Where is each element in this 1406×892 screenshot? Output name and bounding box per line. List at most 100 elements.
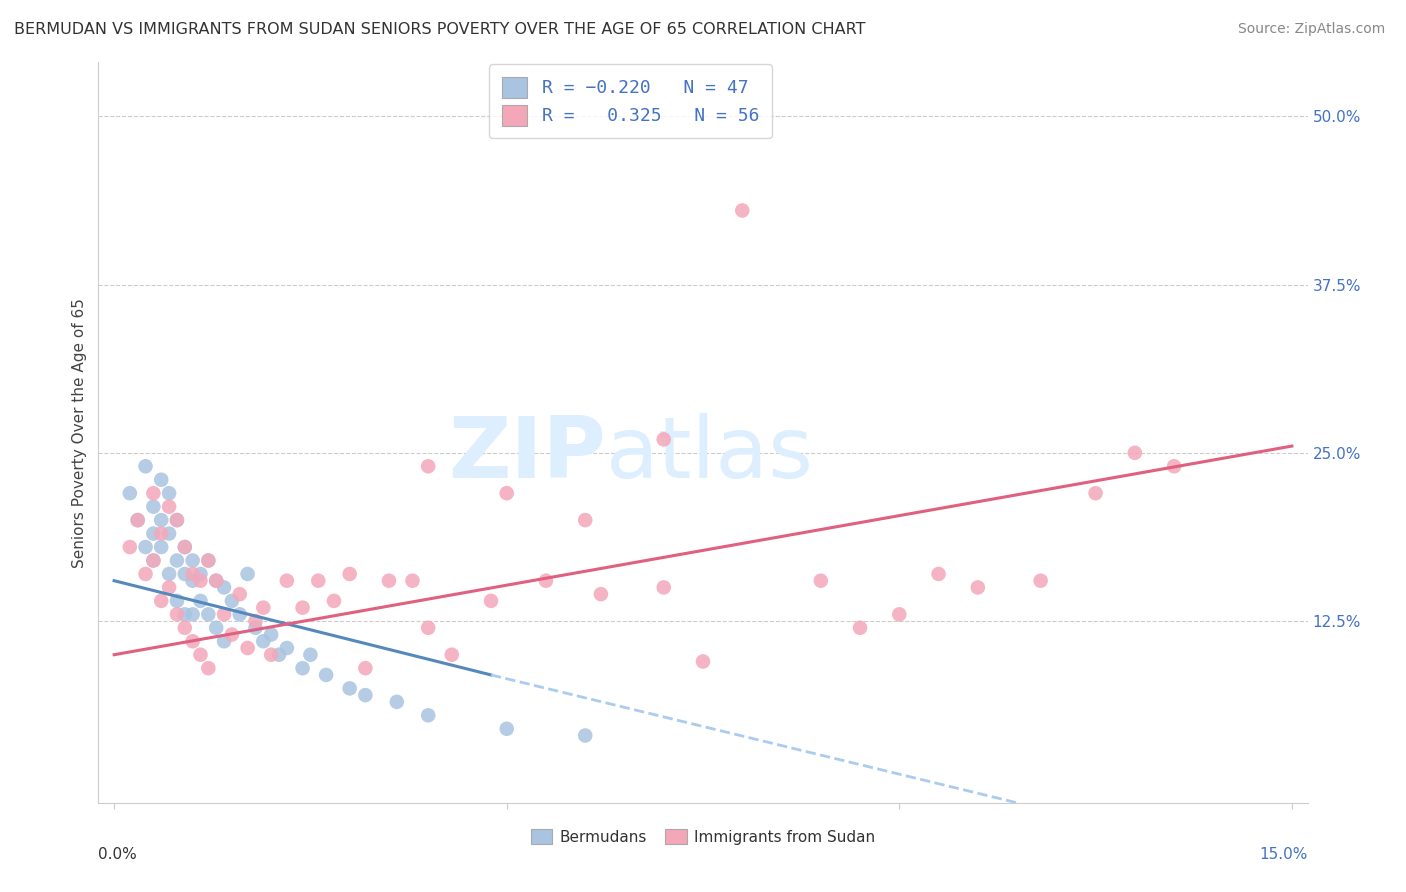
Point bbox=[173, 621, 195, 635]
Point bbox=[157, 566, 180, 581]
Point bbox=[323, 594, 346, 608]
Point bbox=[1084, 486, 1107, 500]
Point bbox=[181, 553, 204, 567]
Point bbox=[173, 566, 195, 581]
Point bbox=[418, 708, 440, 723]
Y-axis label: Seniors Poverty Over the Age of 65: Seniors Poverty Over the Age of 65 bbox=[72, 298, 87, 567]
Point bbox=[339, 681, 361, 696]
Point bbox=[197, 553, 219, 567]
Point bbox=[652, 581, 675, 595]
Point bbox=[221, 627, 243, 641]
Point bbox=[150, 526, 173, 541]
Point bbox=[157, 486, 180, 500]
Point bbox=[142, 553, 165, 567]
Point bbox=[142, 486, 165, 500]
Point bbox=[157, 581, 180, 595]
Point bbox=[1029, 574, 1052, 588]
Point bbox=[692, 655, 714, 669]
Point bbox=[236, 640, 259, 655]
Point bbox=[197, 607, 219, 622]
Point bbox=[157, 526, 180, 541]
Point bbox=[173, 607, 195, 622]
Point bbox=[173, 540, 195, 554]
Point bbox=[418, 621, 440, 635]
Point bbox=[966, 581, 988, 595]
Text: 15.0%: 15.0% bbox=[1260, 847, 1308, 863]
Point bbox=[150, 594, 173, 608]
Point bbox=[212, 634, 235, 648]
Point bbox=[142, 526, 165, 541]
Legend: Bermudans, Immigrants from Sudan: Bermudans, Immigrants from Sudan bbox=[524, 822, 882, 851]
Point bbox=[166, 553, 188, 567]
Point bbox=[166, 513, 188, 527]
Point bbox=[534, 574, 557, 588]
Point bbox=[378, 574, 401, 588]
Point bbox=[221, 594, 243, 608]
Point bbox=[245, 621, 267, 635]
Point bbox=[127, 513, 149, 527]
Point bbox=[291, 600, 314, 615]
Point bbox=[190, 648, 212, 662]
Point bbox=[212, 607, 235, 622]
Point bbox=[276, 640, 298, 655]
Point bbox=[385, 695, 408, 709]
Point bbox=[205, 574, 228, 588]
Point bbox=[1123, 446, 1146, 460]
Point bbox=[229, 607, 252, 622]
Point bbox=[354, 661, 377, 675]
Point bbox=[166, 594, 188, 608]
Point bbox=[440, 648, 463, 662]
Point bbox=[190, 574, 212, 588]
Point bbox=[291, 661, 314, 675]
Point bbox=[142, 500, 165, 514]
Point bbox=[150, 540, 173, 554]
Point bbox=[495, 486, 517, 500]
Text: 0.0%: 0.0% bbox=[98, 847, 138, 863]
Point bbox=[150, 473, 173, 487]
Point bbox=[574, 513, 596, 527]
Point bbox=[135, 459, 157, 474]
Point bbox=[135, 566, 157, 581]
Point bbox=[339, 566, 361, 581]
Point bbox=[401, 574, 423, 588]
Point bbox=[236, 566, 259, 581]
Text: BERMUDAN VS IMMIGRANTS FROM SUDAN SENIORS POVERTY OVER THE AGE OF 65 CORRELATION: BERMUDAN VS IMMIGRANTS FROM SUDAN SENIOR… bbox=[14, 22, 866, 37]
Point bbox=[252, 634, 274, 648]
Point bbox=[205, 574, 228, 588]
Point bbox=[166, 513, 188, 527]
Point bbox=[173, 540, 195, 554]
Point bbox=[849, 621, 872, 635]
Point bbox=[229, 587, 252, 601]
Point bbox=[495, 722, 517, 736]
Point bbox=[810, 574, 832, 588]
Point bbox=[928, 566, 950, 581]
Point bbox=[307, 574, 329, 588]
Point bbox=[574, 729, 596, 743]
Point bbox=[181, 574, 204, 588]
Point bbox=[157, 500, 180, 514]
Point bbox=[212, 581, 235, 595]
Point bbox=[589, 587, 612, 601]
Point bbox=[181, 607, 204, 622]
Point bbox=[190, 566, 212, 581]
Point bbox=[252, 600, 274, 615]
Point bbox=[418, 459, 440, 474]
Point bbox=[731, 203, 754, 218]
Point bbox=[150, 513, 173, 527]
Point bbox=[181, 634, 204, 648]
Point bbox=[652, 433, 675, 447]
Text: atlas: atlas bbox=[606, 413, 814, 496]
Text: Source: ZipAtlas.com: Source: ZipAtlas.com bbox=[1237, 22, 1385, 37]
Point bbox=[479, 594, 502, 608]
Text: ZIP: ZIP bbox=[449, 413, 606, 496]
Point bbox=[166, 607, 188, 622]
Point bbox=[245, 614, 267, 628]
Point bbox=[260, 627, 283, 641]
Point bbox=[197, 553, 219, 567]
Point bbox=[190, 594, 212, 608]
Point bbox=[181, 566, 204, 581]
Point bbox=[1163, 459, 1185, 474]
Point bbox=[118, 486, 141, 500]
Point bbox=[267, 648, 290, 662]
Point bbox=[197, 661, 219, 675]
